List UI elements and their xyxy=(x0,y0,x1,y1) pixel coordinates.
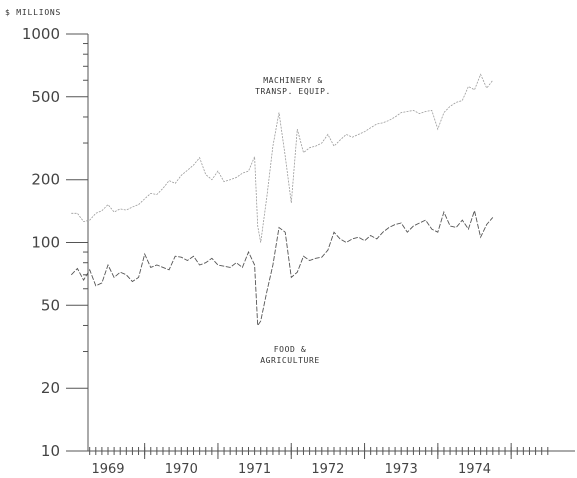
y-tick-label: 50 xyxy=(41,296,60,314)
x-tick-label: 1970 xyxy=(165,462,198,477)
y-tick-label: 20 xyxy=(41,379,60,397)
axes: 1000 500 200 100 50 20 10 1969 1970 1971 1972 1973 1… xyxy=(22,25,575,477)
x-tick-label: 1973 xyxy=(385,462,418,477)
x-tick-label: 1972 xyxy=(311,462,344,477)
series-label-food: FOOD & AGRICULTURE xyxy=(260,345,320,365)
series-line-machinery xyxy=(71,73,494,243)
x-tick-label: 1974 xyxy=(458,462,491,477)
series-labels: MACHINERY & TRANSP. EQUIP. FOOD & AGRICULTU… xyxy=(255,76,331,365)
y-tick-label: 1000 xyxy=(22,25,60,43)
x-tick-label: 1971 xyxy=(238,462,271,477)
series-label-machinery: MACHINERY & TRANSP. EQUIP. xyxy=(255,76,331,96)
series-label-line: AGRICULTURE xyxy=(260,356,320,365)
series-label-line: TRANSP. EQUIP. xyxy=(255,87,331,96)
y-tick-label: 200 xyxy=(31,171,60,189)
y-tick-label: 100 xyxy=(31,234,60,252)
unit-label: $ MILLIONS xyxy=(5,8,61,17)
series-label-line: FOOD & xyxy=(274,345,307,354)
series-line-food xyxy=(70,209,494,327)
series-label-line: MACHINERY & xyxy=(263,76,323,85)
y-tick-label: 500 xyxy=(31,88,60,106)
x-tick-label: 1969 xyxy=(91,462,124,477)
series-lines xyxy=(70,73,494,327)
y-tick-label: 10 xyxy=(41,442,60,460)
